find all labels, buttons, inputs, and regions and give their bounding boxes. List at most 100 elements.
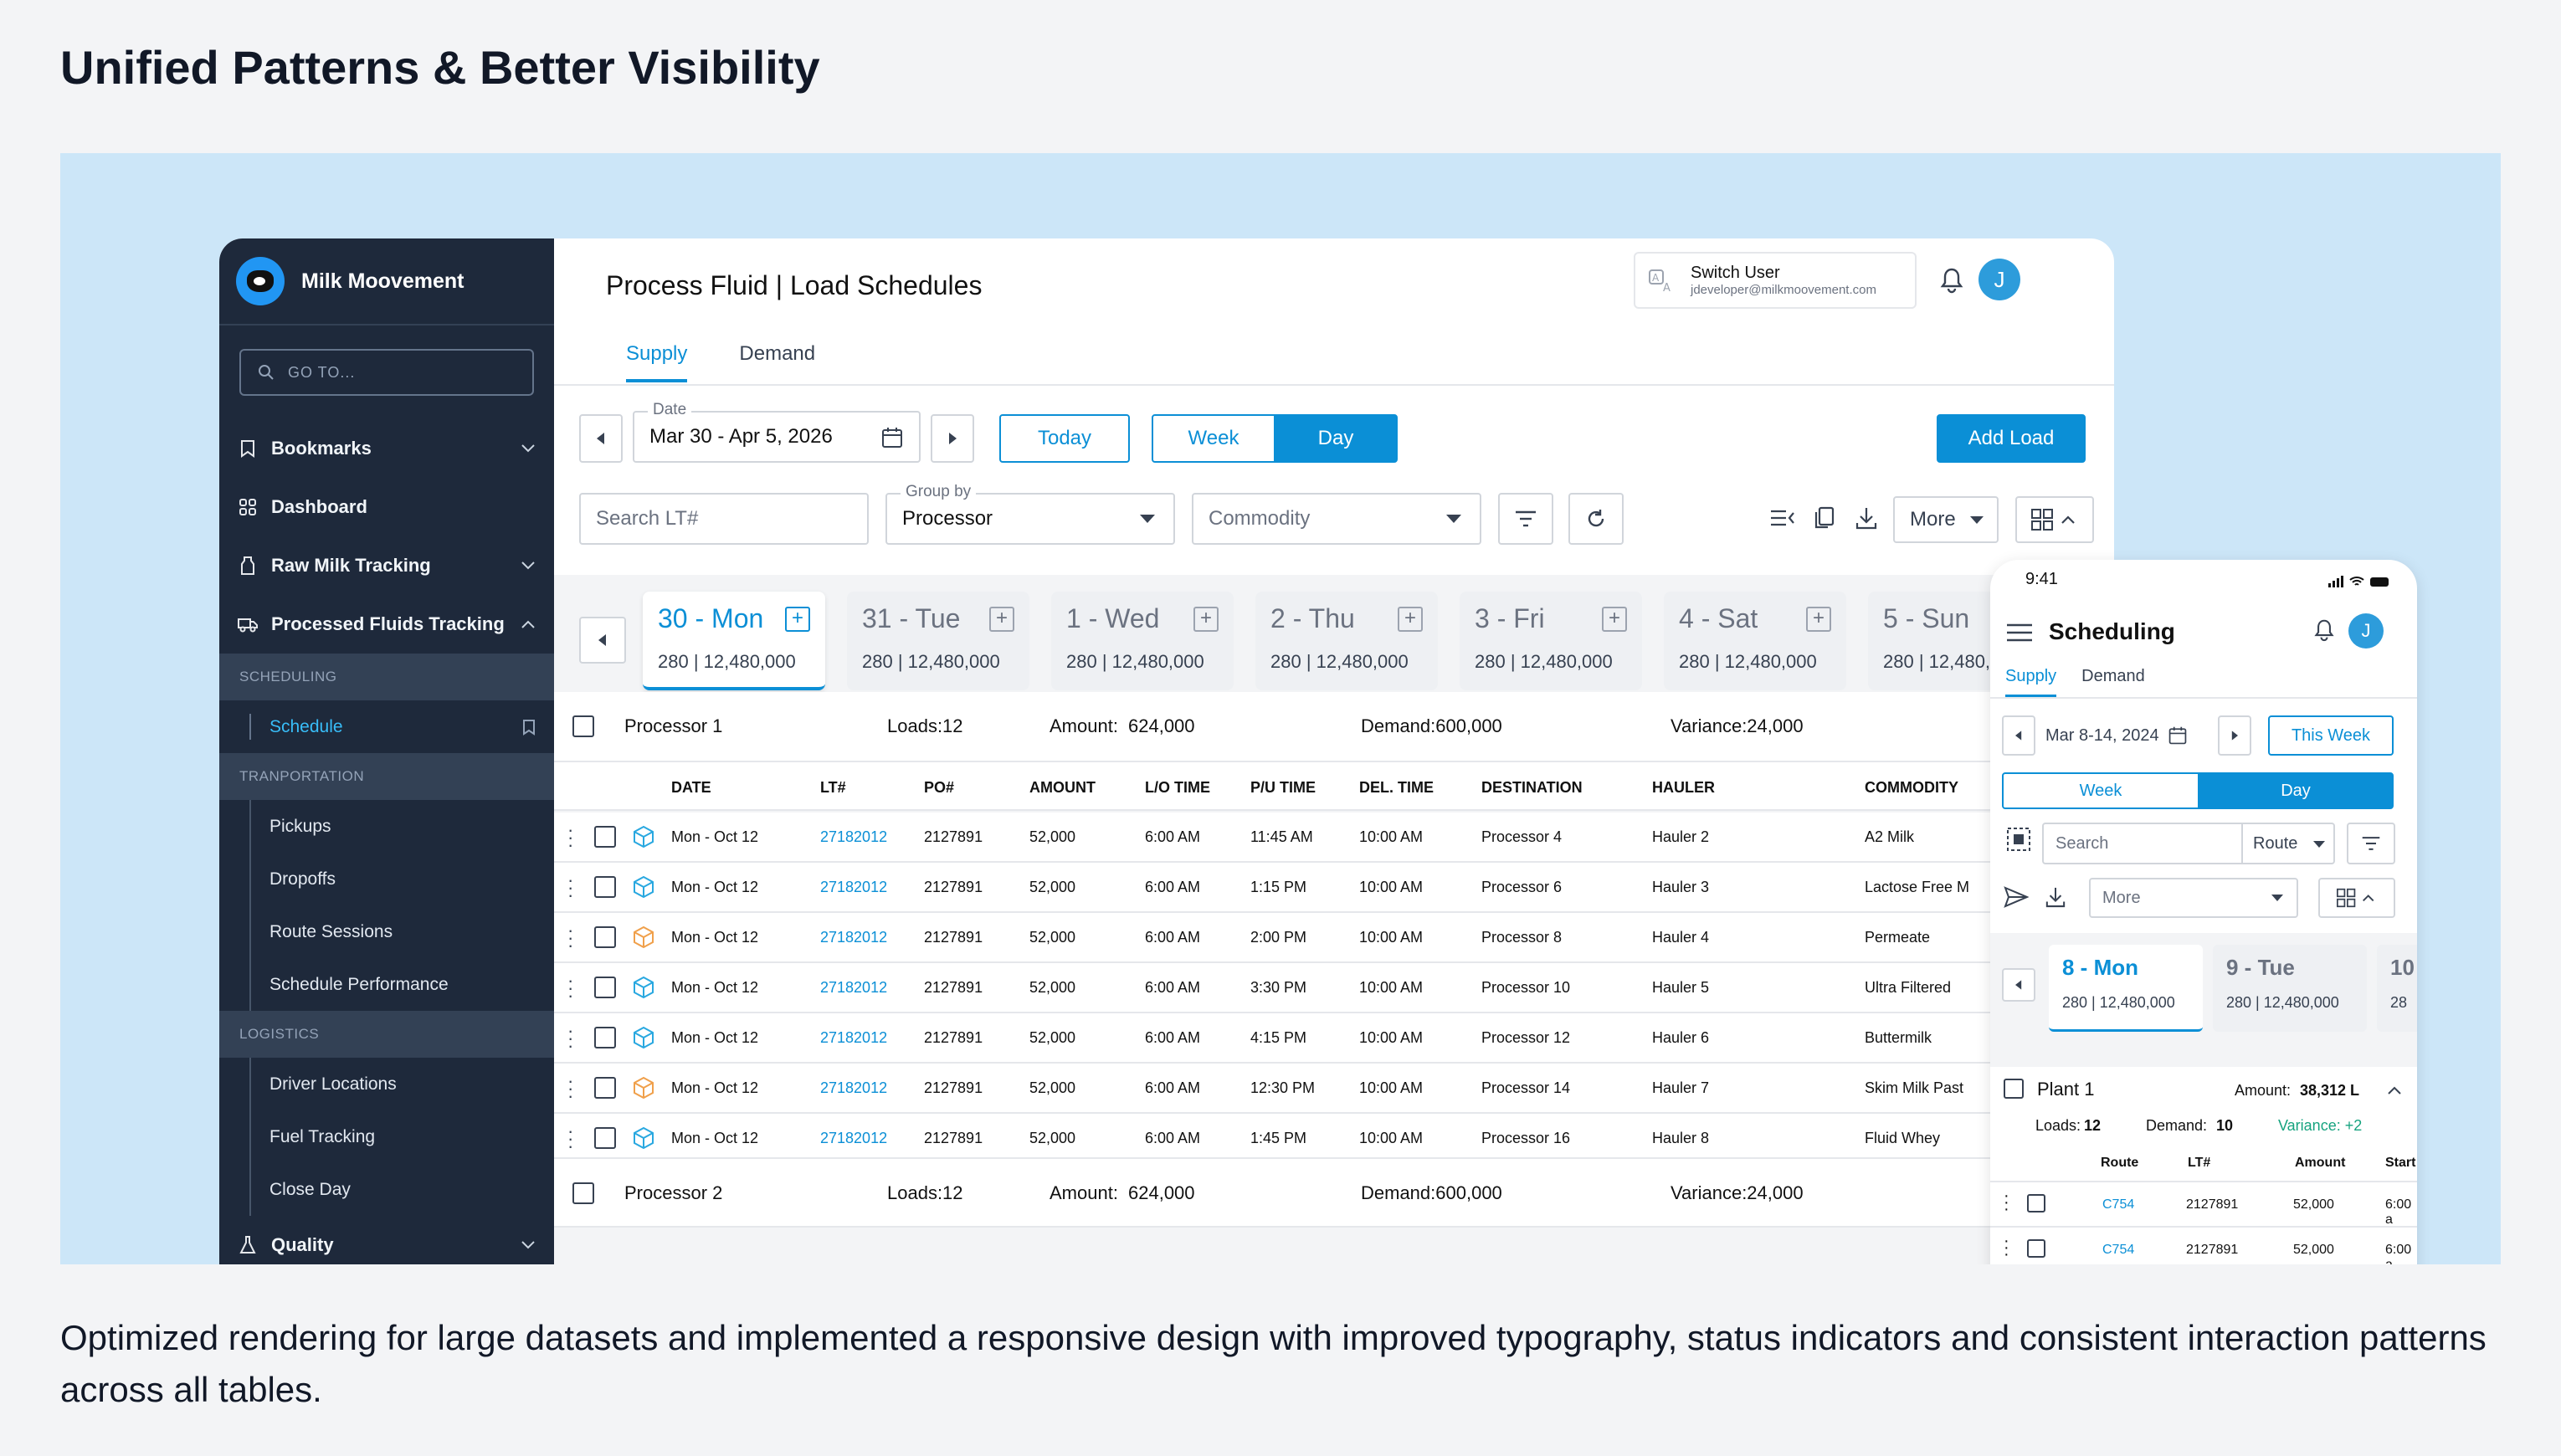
nav-quality[interactable]: Quality <box>219 1216 554 1264</box>
mobile-prev-date-button[interactable] <box>2002 715 2035 756</box>
column-header[interactable]: DESTINATION <box>1481 779 1583 796</box>
kebab-menu-icon[interactable]: · · · <box>567 970 574 1006</box>
column-header[interactable]: PO# <box>924 779 955 796</box>
add-day-load-icon[interactable]: + <box>1806 607 1831 632</box>
group-row[interactable]: Processor 2 Loads:12 Amount: 624,000 Dem… <box>554 1157 2114 1228</box>
cell-lt[interactable]: 27182012 <box>820 1029 888 1046</box>
kebab-menu-icon[interactable]: · · · <box>2004 1187 2009 1218</box>
cell-lt[interactable]: 27182012 <box>820 1130 888 1146</box>
mobile-tab-supply[interactable]: Supply <box>2005 667 2057 697</box>
day-card[interactable]: 4 - Sat 280 | 12,480,000 + <box>1664 592 1846 690</box>
table-row[interactable]: · · · Mon - Oct 12 27182012 2127891 52,000 6:00… <box>554 813 2114 863</box>
filter-button[interactable] <box>1498 493 1553 545</box>
more-button[interactable]: More <box>1893 496 1999 543</box>
mobile-route-select[interactable]: Route <box>2241 823 2335 864</box>
row-checkbox[interactable] <box>2027 1194 2045 1212</box>
select-all-icon[interactable] <box>2005 826 2032 853</box>
download-icon[interactable] <box>1848 500 1885 536</box>
mobile-avatar[interactable]: J <box>2348 613 2384 649</box>
cell-lt[interactable]: 27182012 <box>820 828 888 845</box>
refresh-button[interactable] <box>1568 493 1624 545</box>
mobile-search-input[interactable]: Search <box>2042 823 2243 864</box>
day-card[interactable]: 3 - Fri 280 | 12,480,000 + <box>1460 592 1642 690</box>
kebab-menu-icon[interactable]: · · · <box>567 819 574 855</box>
day-card[interactable]: 31 - Tue 280 | 12,480,000 + <box>847 592 1029 690</box>
kebab-menu-icon[interactable]: · · · <box>567 1070 574 1106</box>
day-card[interactable]: 2 - Thu 280 | 12,480,000 + <box>1255 592 1438 690</box>
group-row[interactable]: Processor 1 Loads:12 Amount: 624,000 Dem… <box>554 692 2114 762</box>
sidebar-item-dropoffs[interactable]: Dropoffs <box>219 853 554 905</box>
mobile-table-row[interactable]: ··· C754 2127891 52,000 6:00 a <box>1990 1181 2417 1227</box>
column-header[interactable]: DEL. TIME <box>1359 779 1434 796</box>
sidebar-item-fuel-tracking[interactable]: Fuel Tracking <box>219 1110 554 1163</box>
mobile-day-card[interactable]: 9 - Tue 280 | 12,480,000 <box>2213 945 2367 1032</box>
table-row[interactable]: · · · Mon - Oct 12 27182012 2127891 52,000 6:00… <box>554 863 2114 913</box>
bell-icon[interactable] <box>2313 618 2335 642</box>
sidebar-item-route-sessions[interactable]: Route Sessions <box>219 905 554 958</box>
hamburger-menu-icon[interactable] <box>2007 623 2032 642</box>
mobile-column-header[interactable]: Route <box>2101 1156 2139 1170</box>
column-header[interactable]: LT# <box>820 779 846 796</box>
bookmark-icon[interactable] <box>522 719 536 736</box>
row-checkbox[interactable] <box>594 977 616 998</box>
mobile-group-checkbox[interactable] <box>2004 1079 2024 1099</box>
columns-icon[interactable] <box>1764 500 1801 536</box>
group-checkbox[interactable] <box>572 715 594 737</box>
row-checkbox[interactable] <box>594 826 616 848</box>
sidebar-item-pickups[interactable]: Pickups <box>219 800 554 853</box>
row-checkbox[interactable] <box>2027 1239 2045 1258</box>
column-header[interactable]: COMMODITY <box>1865 779 1958 796</box>
mobile-date-field[interactable]: Mar 8-14, 2024 <box>2040 715 2204 756</box>
mobile-tab-demand[interactable]: Demand <box>2081 667 2145 685</box>
cell-lt[interactable]: 27182012 <box>820 979 888 996</box>
sidebar-item-driver-locations[interactable]: Driver Locations <box>219 1058 554 1110</box>
mobile-week-toggle[interactable]: Week <box>2002 772 2199 809</box>
mobile-column-header[interactable]: LT# <box>2188 1156 2211 1170</box>
next-date-button[interactable] <box>931 414 974 463</box>
kebab-menu-icon[interactable]: · · · <box>567 869 574 905</box>
nav-processed-fluids-tracking[interactable]: Processed Fluids Tracking <box>219 595 554 654</box>
column-header[interactable]: L/O TIME <box>1145 779 1210 796</box>
copy-icon[interactable] <box>1806 500 1843 536</box>
kebab-menu-icon[interactable]: · · · <box>2004 1232 2009 1264</box>
search-lt-input[interactable]: Search LT# <box>579 493 869 545</box>
mobile-filter-button[interactable] <box>2347 823 2395 864</box>
tab-demand[interactable]: Demand <box>739 342 816 365</box>
column-header[interactable]: HAULER <box>1652 779 1715 796</box>
column-header[interactable]: DATE <box>671 779 711 796</box>
mobile-column-header[interactable]: Amount <box>2295 1156 2346 1170</box>
commodity-select[interactable]: Commodity <box>1192 493 1481 545</box>
add-day-load-icon[interactable]: + <box>785 607 810 632</box>
view-toggle-button[interactable] <box>2015 496 2094 543</box>
group-checkbox[interactable] <box>572 1182 594 1204</box>
bell-icon[interactable] <box>1933 262 1970 299</box>
nav-raw-milk-tracking[interactable]: Raw Milk Tracking <box>219 536 554 595</box>
nav-bookmarks[interactable]: Bookmarks <box>219 419 554 478</box>
mobile-this-week-button[interactable]: This Week <box>2268 715 2394 756</box>
avatar[interactable]: J <box>1978 259 2020 300</box>
add-day-load-icon[interactable]: + <box>1398 607 1423 632</box>
goto-search-input[interactable]: GO TO... <box>239 349 534 396</box>
date-range-field[interactable]: Date Mar 30 - Apr 5, 2026 <box>633 401 921 463</box>
column-header[interactable]: AMOUNT <box>1029 779 1096 796</box>
mobile-view-toggle-button[interactable] <box>2318 878 2395 918</box>
calendar-icon[interactable] <box>880 426 904 449</box>
day-card[interactable]: 1 - Wed 280 | 12,480,000 + <box>1051 592 1234 690</box>
kebab-menu-icon[interactable]: · · · <box>567 1020 574 1056</box>
group-by-select[interactable]: Group by Processor <box>885 483 1175 545</box>
table-row[interactable]: · · · Mon - Oct 12 27182012 2127891 52,000 6:00… <box>554 963 2114 1013</box>
row-checkbox[interactable] <box>594 1127 616 1149</box>
mobile-day-card[interactable]: 10 28 <box>2377 945 2417 1032</box>
sidebar-item-schedule-performance[interactable]: Schedule Performance <box>219 958 554 1011</box>
nav-dashboard[interactable]: Dashboard <box>219 478 554 536</box>
kebab-menu-icon[interactable]: · · · <box>567 1120 574 1156</box>
table-row[interactable]: · · · Mon - Oct 12 27182012 2127891 52,000 6:00… <box>554 1013 2114 1064</box>
mobile-prev-week-button[interactable] <box>2002 968 2035 1002</box>
table-row[interactable]: · · · Mon - Oct 12 27182012 2127891 52,000 6:00… <box>554 913 2114 963</box>
table-row[interactable]: · · · Mon - Oct 12 27182012 2127891 52,000 6:00… <box>554 1064 2114 1114</box>
cell-lt[interactable]: 27182012 <box>820 879 888 895</box>
send-icon[interactable] <box>2004 886 2029 908</box>
mobile-column-header[interactable]: Start <box>2385 1156 2416 1170</box>
row-checkbox[interactable] <box>594 1027 616 1048</box>
